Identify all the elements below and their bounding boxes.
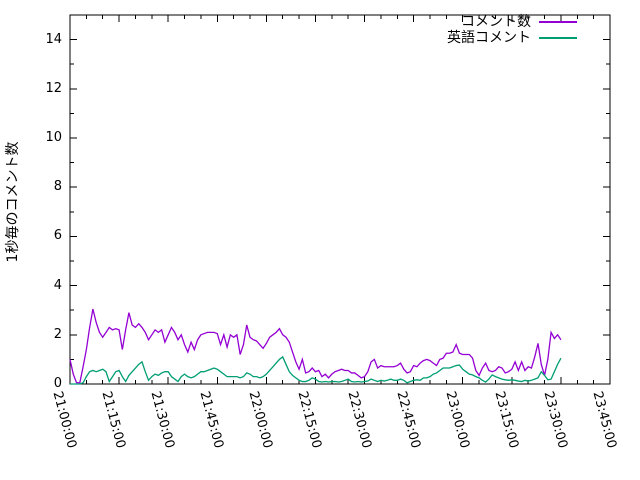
- legend: コメント数 英語コメント: [447, 14, 577, 46]
- y-tick-label: 2: [53, 326, 62, 342]
- series-line: [70, 355, 562, 385]
- y-tick-label: 0: [53, 376, 62, 391]
- y-tick-label: 14: [45, 31, 62, 47]
- legend-label-english-comments: 英語コメント: [447, 30, 531, 46]
- y-tick-label: 10: [45, 130, 62, 145]
- legend-line-sample-comments: [539, 21, 577, 23]
- series-line: [69, 308, 562, 384]
- y-tick-label: 12: [45, 80, 62, 96]
- legend-line-sample-english-comments: [539, 37, 577, 39]
- y-tick-label: 4: [53, 277, 62, 293]
- legend-item-comments: コメント数: [447, 14, 577, 30]
- y-tick-label: 6: [53, 228, 62, 244]
- legend-label-comments: コメント数: [461, 14, 531, 30]
- y-tick-label: 8: [53, 179, 62, 195]
- legend-item-english-comments: 英語コメント: [447, 30, 577, 46]
